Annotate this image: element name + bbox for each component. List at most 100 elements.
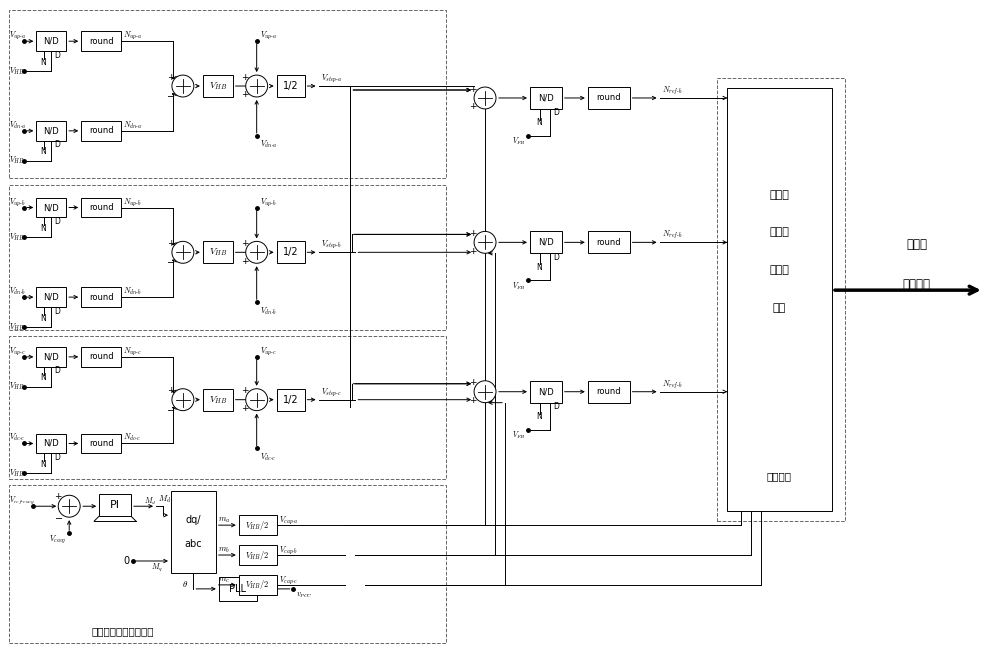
FancyBboxPatch shape bbox=[36, 198, 66, 218]
Text: $V_{up\text{-}b}$: $V_{up\text{-}b}$ bbox=[260, 196, 277, 207]
Circle shape bbox=[246, 389, 268, 411]
Text: D: D bbox=[54, 453, 60, 462]
FancyBboxPatch shape bbox=[171, 492, 216, 573]
FancyBboxPatch shape bbox=[81, 198, 121, 218]
Text: $V_{HB}$: $V_{HB}$ bbox=[9, 65, 25, 77]
FancyBboxPatch shape bbox=[530, 87, 562, 109]
Text: 阀控制器: 阀控制器 bbox=[767, 471, 792, 481]
Text: $v_{PCC}$: $v_{PCC}$ bbox=[296, 591, 313, 600]
FancyBboxPatch shape bbox=[239, 575, 277, 595]
Text: 调制: 调制 bbox=[773, 303, 786, 313]
Text: $V_{up\text{-}b}$: $V_{up\text{-}b}$ bbox=[9, 196, 26, 207]
FancyBboxPatch shape bbox=[277, 75, 305, 97]
Text: round: round bbox=[596, 238, 621, 247]
Text: +: + bbox=[54, 492, 62, 501]
Text: $V_{FB}$: $V_{FB}$ bbox=[512, 430, 526, 441]
FancyBboxPatch shape bbox=[99, 494, 131, 516]
FancyBboxPatch shape bbox=[239, 515, 277, 535]
FancyBboxPatch shape bbox=[203, 75, 233, 97]
Text: 子模块电容电压控制器: 子模块电容电压控制器 bbox=[91, 626, 154, 636]
Text: D: D bbox=[54, 366, 60, 376]
Text: $N_{dc\text{-}c}$: $N_{dc\text{-}c}$ bbox=[123, 432, 141, 443]
Text: $\theta$: $\theta$ bbox=[182, 579, 188, 589]
Text: $M_d$: $M_d$ bbox=[158, 494, 171, 505]
Text: PLL: PLL bbox=[229, 584, 246, 594]
Text: N: N bbox=[536, 263, 542, 272]
Text: +: + bbox=[469, 102, 477, 111]
Text: $V_{dn\text{-}b}$: $V_{dn\text{-}b}$ bbox=[260, 305, 277, 317]
Text: $V_{HB}/2$: $V_{HB}/2$ bbox=[245, 578, 270, 591]
Text: round: round bbox=[596, 93, 621, 102]
FancyBboxPatch shape bbox=[277, 389, 305, 411]
Text: +: + bbox=[469, 229, 477, 238]
Text: $V_{dn\text{-}b}$: $V_{dn\text{-}b}$ bbox=[9, 286, 27, 297]
Text: +: + bbox=[241, 404, 248, 413]
FancyBboxPatch shape bbox=[36, 287, 66, 307]
Text: N: N bbox=[536, 412, 542, 421]
Text: $N_{dn\text{-}a}$: $N_{dn\text{-}a}$ bbox=[123, 119, 143, 130]
Circle shape bbox=[246, 75, 268, 97]
FancyBboxPatch shape bbox=[277, 241, 305, 263]
FancyBboxPatch shape bbox=[588, 231, 630, 254]
Text: $V_{HB}$: $V_{HB}$ bbox=[9, 231, 25, 243]
Text: 1/2: 1/2 bbox=[283, 394, 298, 405]
Text: N/D: N/D bbox=[538, 238, 554, 247]
Text: $m_c$: $m_c$ bbox=[218, 575, 230, 585]
Text: round: round bbox=[89, 126, 113, 136]
FancyBboxPatch shape bbox=[588, 381, 630, 403]
Circle shape bbox=[474, 381, 496, 403]
Text: round: round bbox=[89, 439, 113, 448]
Text: $-$: $-$ bbox=[166, 256, 175, 266]
Text: $V_{HB}/2$: $V_{HB}/2$ bbox=[245, 548, 270, 561]
Text: N/D: N/D bbox=[43, 352, 59, 361]
Text: $V_{cap\text{-}a}$: $V_{cap\text{-}a}$ bbox=[279, 514, 298, 526]
Text: $N_{up\text{-}c}$: $N_{up\text{-}c}$ bbox=[123, 345, 142, 357]
Text: N/D: N/D bbox=[43, 37, 59, 46]
Text: N: N bbox=[40, 460, 46, 469]
Text: N/D: N/D bbox=[43, 439, 59, 448]
Text: 1/2: 1/2 bbox=[283, 247, 298, 258]
Text: N: N bbox=[40, 147, 46, 156]
FancyBboxPatch shape bbox=[203, 241, 233, 263]
Text: 控制信号: 控制信号 bbox=[903, 278, 931, 291]
Text: D: D bbox=[54, 51, 60, 60]
Text: $V_{dc\text{-}c}$: $V_{dc\text{-}c}$ bbox=[9, 432, 26, 443]
Text: PI: PI bbox=[110, 500, 120, 511]
Text: $V_{FB}$: $V_{FB}$ bbox=[512, 136, 526, 147]
Text: +: + bbox=[469, 378, 477, 387]
Text: $V_{HB}$: $V_{HB}$ bbox=[209, 394, 227, 406]
Text: 0: 0 bbox=[123, 556, 129, 566]
FancyBboxPatch shape bbox=[727, 88, 832, 511]
Text: N: N bbox=[40, 314, 46, 323]
FancyBboxPatch shape bbox=[588, 87, 630, 109]
Text: $V_{dn\text{-}a}$: $V_{dn\text{-}a}$ bbox=[9, 119, 27, 130]
Text: 压控制: 压控制 bbox=[769, 228, 789, 237]
Text: +: + bbox=[241, 239, 248, 248]
Text: abc: abc bbox=[185, 539, 202, 550]
Text: $V_{ref\text{-}cavg}$: $V_{ref\text{-}cavg}$ bbox=[9, 494, 35, 506]
Text: +: + bbox=[167, 239, 175, 248]
FancyBboxPatch shape bbox=[203, 389, 233, 411]
Text: $V_{FB}$: $V_{FB}$ bbox=[512, 280, 526, 292]
Text: +: + bbox=[241, 257, 248, 266]
Text: $V_{HB}$: $V_{HB}$ bbox=[209, 246, 227, 258]
Text: $V_{up\text{-}a}$: $V_{up\text{-}a}$ bbox=[260, 29, 277, 41]
Text: N/D: N/D bbox=[43, 203, 59, 212]
Text: N/D: N/D bbox=[43, 293, 59, 302]
Text: $V_{HB}$: $V_{HB}$ bbox=[209, 80, 227, 92]
Text: D: D bbox=[54, 217, 60, 226]
Text: +: + bbox=[469, 396, 477, 405]
Text: D: D bbox=[54, 306, 60, 316]
FancyBboxPatch shape bbox=[36, 347, 66, 367]
Text: 电容均: 电容均 bbox=[769, 190, 789, 200]
Text: $V_{cavg}$: $V_{cavg}$ bbox=[49, 533, 67, 545]
Text: $V_{up\text{-}c}$: $V_{up\text{-}c}$ bbox=[260, 345, 277, 357]
Text: D: D bbox=[553, 402, 559, 411]
Circle shape bbox=[474, 87, 496, 109]
Circle shape bbox=[172, 75, 194, 97]
Text: $V_{up\text{-}a}$: $V_{up\text{-}a}$ bbox=[9, 29, 27, 41]
FancyBboxPatch shape bbox=[530, 381, 562, 403]
Text: 子模块: 子模块 bbox=[906, 238, 927, 251]
Text: $-$: $-$ bbox=[54, 512, 63, 522]
FancyBboxPatch shape bbox=[239, 545, 277, 565]
